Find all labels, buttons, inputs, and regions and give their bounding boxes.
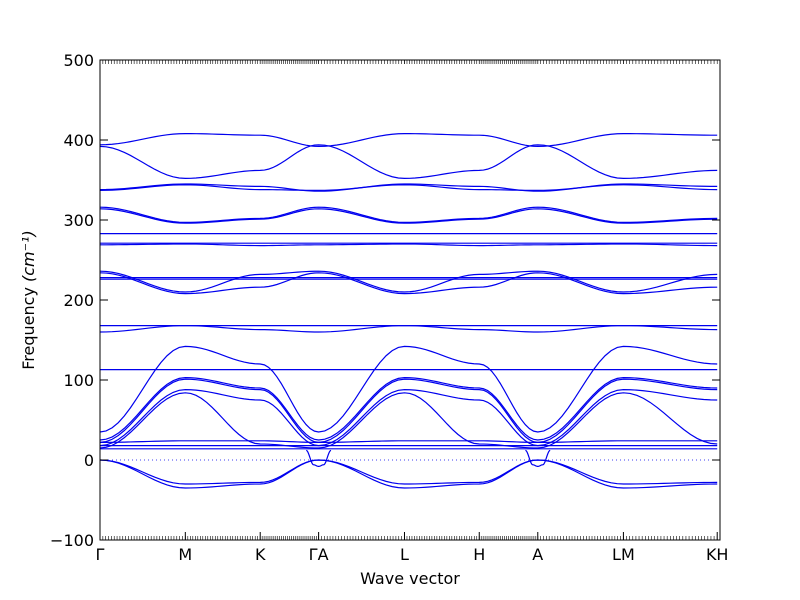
x-tick-label: L — [400, 545, 409, 564]
band-15 — [100, 324, 718, 333]
x-minor-ticks — [99, 60, 718, 540]
band-9 — [100, 243, 718, 247]
y-tick-label: 300 — [63, 211, 94, 230]
band-2 — [100, 144, 718, 180]
band-26 — [100, 459, 718, 489]
band-25 — [100, 459, 718, 485]
band-18 — [100, 376, 718, 441]
band-11 — [100, 272, 718, 295]
y-axis-label: Frequency (cm⁻¹) — [19, 230, 38, 369]
band-21 — [100, 392, 718, 449]
x-tick-label: KH — [706, 545, 729, 564]
y-tick-label: 200 — [63, 291, 94, 310]
x-tick-label: A — [532, 545, 543, 564]
y-tick-label: 100 — [63, 371, 94, 390]
band-6 — [100, 208, 718, 224]
soft-mode-dip-1 — [306, 449, 332, 468]
y-tick-label: 0 — [84, 451, 94, 470]
x-tick-label: H — [473, 545, 485, 564]
y-axis-label-text: Frequency — [19, 287, 38, 370]
x-axis-ticks: Γ M K ΓA L H A LM KH — [96, 532, 729, 564]
y-axis-label-unit: (cm⁻¹) — [19, 230, 38, 282]
band-4 — [100, 184, 718, 192]
x-tick-label: Γ — [96, 545, 105, 564]
band-lines — [100, 132, 718, 489]
x-tick-label: LM — [612, 545, 635, 564]
y-tick-label: 500 — [63, 51, 94, 70]
x-tick-label: ΓA — [309, 545, 329, 564]
x-axis-label: Wave vector — [360, 569, 460, 588]
plot-frame — [99, 59, 721, 541]
soft-mode-dip-2 — [525, 449, 551, 468]
y-tick-label: −100 — [50, 531, 94, 550]
x-tick-label: M — [178, 545, 192, 564]
band-19 — [100, 378, 718, 444]
y-tick-label: 400 — [63, 131, 94, 150]
band-17 — [100, 345, 718, 433]
band-22 — [100, 440, 718, 444]
x-tick-label: K — [255, 545, 266, 564]
band-10 — [100, 270, 718, 293]
band-20 — [100, 388, 718, 447]
y-axis-ticks: −100 0 100 200 300 400 500 — [50, 51, 720, 550]
band-1 — [100, 132, 718, 148]
band-5 — [100, 206, 718, 224]
